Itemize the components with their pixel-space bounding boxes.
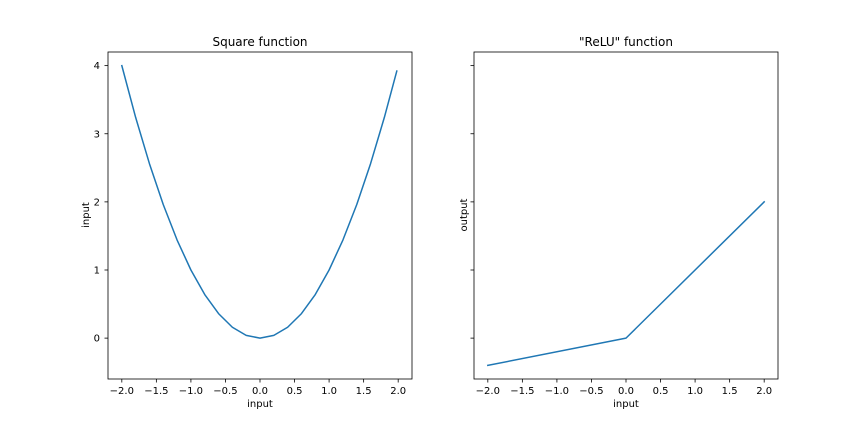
square-x-ticks: −2.0 −1.5 −1.0 −0.5 0.0 0.5 1.0 1.5 2.0 [110, 379, 406, 397]
square-x-tick-label: −1.5 [144, 386, 168, 397]
square-x-tick-label: 1.0 [321, 386, 337, 397]
relu-x-tick-label: −0.5 [579, 386, 603, 397]
square-x-axis-label: input [247, 399, 273, 410]
relu-x-tick-label: 0.5 [653, 386, 669, 397]
square-x-tick-label: 1.5 [356, 386, 372, 397]
relu-x-ticks: −2.0 −1.5 −1.0 −0.5 0.0 0.5 1.0 1.5 2.0 [476, 379, 772, 397]
relu-x-tick-label: 1.5 [722, 386, 738, 397]
relu-series-line [486, 200, 766, 367]
relu-x-tick-label: 1.0 [687, 386, 703, 397]
square-y-tick-label: 2 [94, 197, 100, 208]
relu-chart-title: "ReLU" function [579, 35, 673, 49]
square-y-tick-label: 0 [94, 334, 100, 345]
relu-x-axis-label: input [613, 399, 639, 410]
square-x-tick-label: −0.5 [213, 386, 237, 397]
square-y-ticks: 0 1 2 3 4 [94, 61, 108, 345]
relu-x-tick-label: −2.0 [476, 386, 500, 397]
square-x-tick-label: 2.0 [390, 386, 406, 397]
relu-y-ticks [470, 65, 474, 339]
relu-x-tick-label: 0.0 [618, 386, 634, 397]
square-series-line [120, 64, 398, 339]
square-axes-frame [107, 51, 413, 380]
relu-y-axis-label: output [459, 198, 470, 231]
square-y-tick-label: 3 [94, 129, 100, 140]
square-y-tick-label: 1 [94, 266, 100, 277]
relu-axes-frame [473, 51, 779, 380]
square-x-tick-label: −1.0 [179, 386, 203, 397]
relu-subplot: "ReLU" function −2.0 −1.5 −1.0 −0.5 0.0 0.5 1.… [459, 35, 779, 410]
relu-x-tick-label: −1.5 [510, 386, 534, 397]
square-x-tick-label: −2.0 [110, 386, 134, 397]
square-x-tick-label: 0.5 [287, 386, 303, 397]
relu-x-tick-label: −1.0 [545, 386, 569, 397]
square-subplot: Square function −2.0 −1.5 −1.0 −0.5 0.0 0.5 1.… [81, 35, 413, 410]
square-y-tick-label: 4 [94, 61, 100, 72]
square-chart-title: Square function [212, 35, 307, 49]
square-y-axis-label: input [81, 202, 92, 228]
relu-x-tick-label: 2.0 [756, 386, 772, 397]
square-x-tick-label: 0.0 [252, 386, 268, 397]
